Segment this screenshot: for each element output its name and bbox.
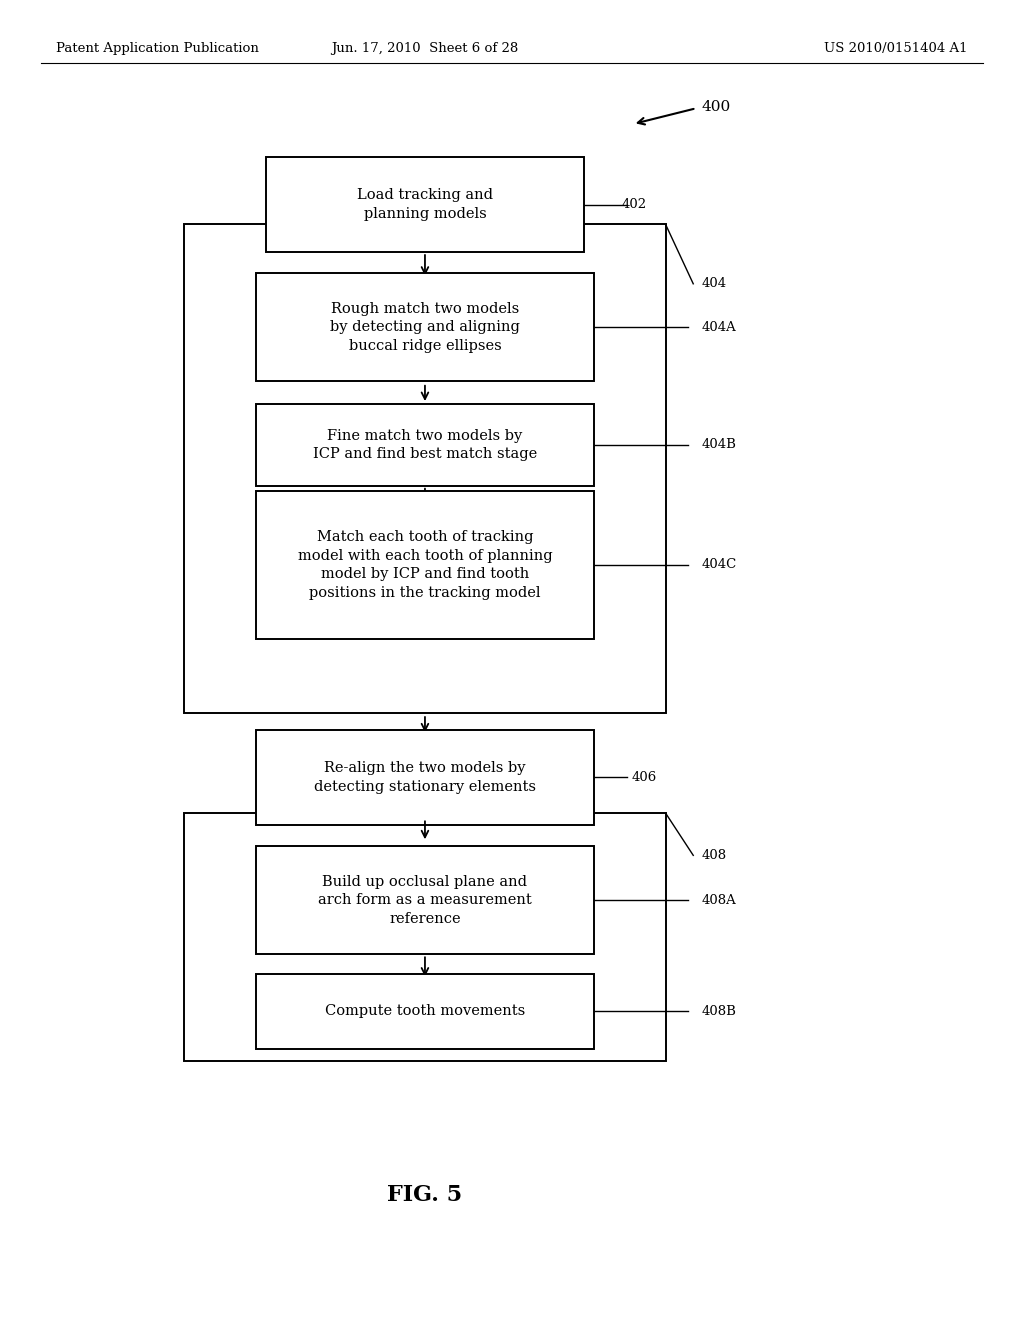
- Text: Fine match two models by
ICP and find best match stage: Fine match two models by ICP and find be…: [313, 429, 537, 461]
- Text: 408A: 408A: [701, 894, 736, 907]
- Text: US 2010/0151404 A1: US 2010/0151404 A1: [824, 42, 968, 54]
- Text: Load tracking and
planning models: Load tracking and planning models: [357, 189, 493, 220]
- Bar: [184, 813, 666, 1061]
- Bar: [256, 973, 594, 1048]
- Bar: [256, 273, 594, 381]
- Text: 404: 404: [701, 277, 727, 290]
- Bar: [256, 730, 594, 825]
- Bar: [256, 491, 594, 639]
- Text: 404C: 404C: [701, 558, 736, 572]
- Text: Jun. 17, 2010  Sheet 6 of 28: Jun. 17, 2010 Sheet 6 of 28: [332, 42, 518, 54]
- Bar: [184, 224, 666, 713]
- Text: 400: 400: [701, 100, 731, 114]
- Text: 406: 406: [632, 771, 657, 784]
- Bar: [256, 846, 594, 954]
- Bar: [256, 404, 594, 486]
- Text: Match each tooth of tracking
model with each tooth of planning
model by ICP and : Match each tooth of tracking model with …: [298, 531, 552, 599]
- Text: Rough match two models
by detecting and aligning
buccal ridge ellipses: Rough match two models by detecting and …: [330, 302, 520, 352]
- Text: 408: 408: [701, 849, 727, 862]
- Text: Build up occlusal plane and
arch form as a measurement
reference: Build up occlusal plane and arch form as…: [318, 875, 531, 925]
- Text: Patent Application Publication: Patent Application Publication: [56, 42, 259, 54]
- Text: 402: 402: [622, 198, 647, 211]
- Text: Compute tooth movements: Compute tooth movements: [325, 1005, 525, 1018]
- Text: 404A: 404A: [701, 321, 736, 334]
- Text: Re-align the two models by
detecting stationary elements: Re-align the two models by detecting sta…: [314, 762, 536, 793]
- Bar: [266, 157, 584, 252]
- Text: 408B: 408B: [701, 1005, 736, 1018]
- Text: FIG. 5: FIG. 5: [387, 1184, 463, 1205]
- Text: 404B: 404B: [701, 438, 736, 451]
